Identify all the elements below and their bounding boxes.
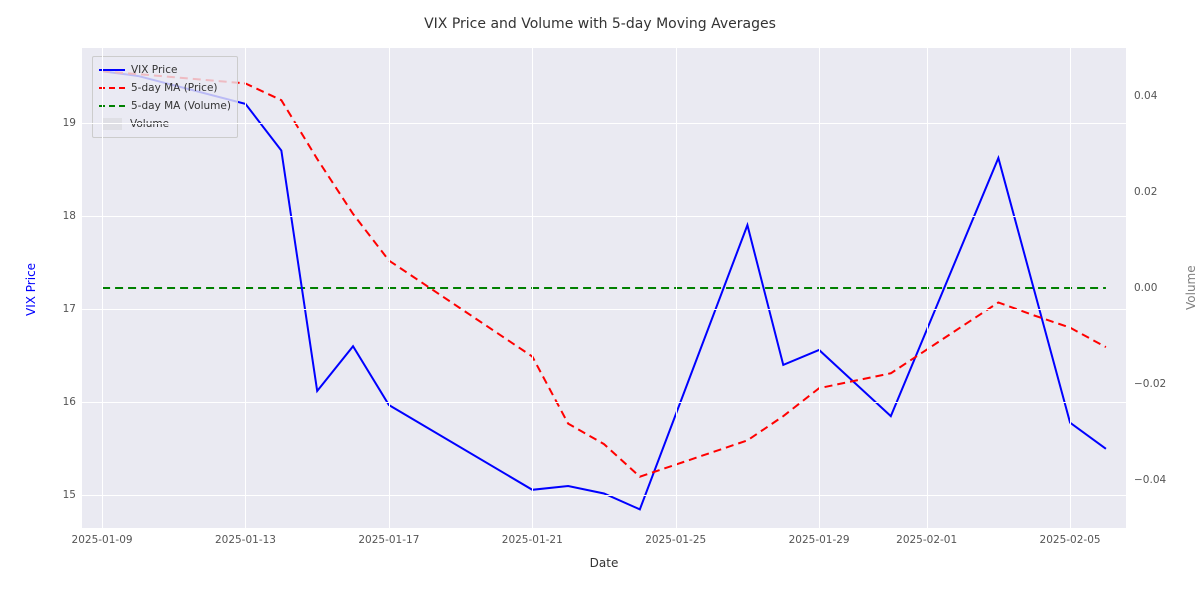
gridline-horizontal bbox=[82, 402, 1126, 403]
plot-area: VIX Price 5-day MA (Price) 5-day MA (Volum… bbox=[82, 48, 1126, 528]
y-left-tick-label: 19 bbox=[63, 117, 76, 129]
legend-label: Volume bbox=[130, 118, 169, 130]
x-tick-label: 2025-01-17 bbox=[358, 534, 419, 546]
y-left-tick-label: 15 bbox=[63, 489, 76, 501]
legend-label: VIX Price bbox=[131, 64, 177, 76]
legend-item: Volume bbox=[99, 115, 231, 133]
gridline-vertical bbox=[245, 48, 246, 528]
y-right-tick-label: −0.02 bbox=[1134, 378, 1166, 390]
y-left-tick-label: 18 bbox=[63, 210, 76, 222]
y-right-tick-label: −0.04 bbox=[1134, 474, 1166, 486]
gridline-horizontal bbox=[82, 495, 1126, 496]
y-right-tick-label: 0.04 bbox=[1134, 90, 1157, 102]
gridline-horizontal bbox=[82, 123, 1126, 124]
gridline-vertical bbox=[532, 48, 533, 528]
legend-patch-swatch bbox=[102, 118, 122, 130]
gridline-vertical bbox=[927, 48, 928, 528]
x-tick-label: 2025-01-09 bbox=[72, 534, 133, 546]
x-tick-label: 2025-01-13 bbox=[215, 534, 276, 546]
gridline-horizontal bbox=[82, 216, 1126, 217]
legend-item: 5-day MA (Volume) bbox=[99, 97, 231, 115]
gridline-vertical bbox=[102, 48, 103, 528]
chart-title: VIX Price and Volume with 5-day Moving A… bbox=[0, 16, 1200, 32]
x-tick-label: 2025-02-01 bbox=[896, 534, 957, 546]
legend-item: VIX Price bbox=[99, 61, 231, 79]
y-right-tick-label: 0.00 bbox=[1134, 282, 1157, 294]
x-tick-label: 2025-01-25 bbox=[645, 534, 706, 546]
gridline-vertical bbox=[676, 48, 677, 528]
x-axis-label: Date bbox=[590, 556, 619, 570]
x-tick-label: 2025-01-21 bbox=[502, 534, 563, 546]
y-left-tick-label: 17 bbox=[63, 303, 76, 315]
legend-label: 5-day MA (Volume) bbox=[131, 100, 231, 112]
legend-item: 5-day MA (Price) bbox=[99, 79, 231, 97]
y-axis-right-label: Volume bbox=[1184, 265, 1198, 310]
gridline-horizontal bbox=[82, 309, 1126, 310]
gridline-vertical bbox=[819, 48, 820, 528]
figure: VIX Price and Volume with 5-day Moving A… bbox=[0, 0, 1200, 600]
y-left-tick-label: 16 bbox=[63, 396, 76, 408]
legend: VIX Price 5-day MA (Price) 5-day MA (Volum… bbox=[92, 56, 238, 138]
legend-label: 5-day MA (Price) bbox=[131, 82, 218, 94]
x-tick-label: 2025-01-29 bbox=[789, 534, 850, 546]
chart-svg bbox=[82, 48, 1126, 528]
y-axis-left-label: VIX Price bbox=[24, 263, 38, 316]
gridline-vertical bbox=[1070, 48, 1071, 528]
y-right-tick-label: 0.02 bbox=[1134, 186, 1157, 198]
gridline-vertical bbox=[389, 48, 390, 528]
x-tick-label: 2025-02-05 bbox=[1040, 534, 1101, 546]
series-ma5-price bbox=[102, 71, 1106, 476]
